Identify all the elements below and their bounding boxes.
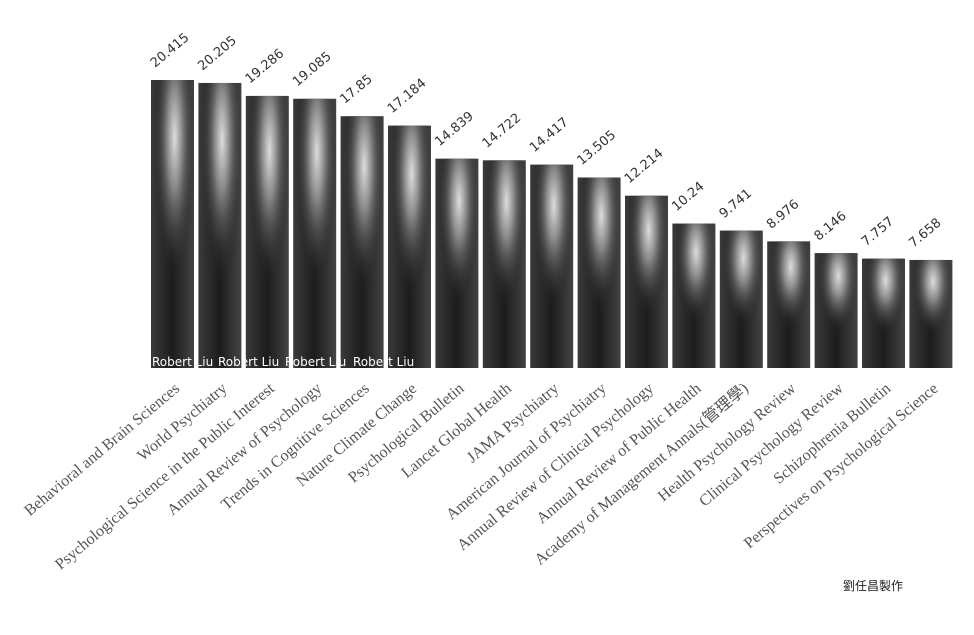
value-label: 17.184: [385, 76, 429, 117]
value-label: 14.839: [432, 109, 476, 150]
bar-highlight: [719, 230, 763, 368]
bar-highlight: [862, 258, 905, 368]
bar-highlight: [151, 80, 194, 368]
watermark: Robert Liu: [353, 355, 414, 369]
bar-highlight: [293, 98, 337, 369]
bar-highlight: [198, 82, 242, 368]
value-label: 7.658: [906, 216, 944, 251]
value-label: 8.146: [812, 209, 850, 244]
watermark: Robert Liu: [285, 355, 346, 369]
value-label: 9.741: [717, 186, 755, 221]
bar-highlight: [340, 116, 384, 369]
value-label: 14.417: [527, 115, 571, 156]
x-tick-label: Psychological Science in the Public Inte…: [52, 380, 278, 574]
value-label: 17.85: [338, 72, 376, 107]
bar-highlight: [909, 259, 953, 368]
bar-highlight: [245, 95, 289, 368]
value-label: 7.757: [859, 214, 897, 249]
value-label: 10.24: [669, 179, 707, 214]
bar-highlight: [482, 160, 526, 368]
value-label: 8.976: [764, 197, 802, 232]
value-label: 14.722: [480, 111, 524, 152]
bar-highlight: [814, 253, 858, 368]
bar-highlight: [625, 195, 668, 368]
watermark: Robert Liu: [152, 355, 213, 369]
bar-highlight: [767, 241, 811, 368]
value-label: 12.214: [622, 146, 666, 187]
x-tick-label: Academy of Management Annals(管理學): [531, 379, 752, 568]
value-label: 13.505: [575, 128, 619, 169]
bar-highlight: [672, 223, 716, 368]
value-label: 19.286: [243, 46, 287, 87]
value-label: 20.205: [195, 33, 239, 74]
bar-highlight: [435, 158, 479, 368]
watermark: Robert Liu: [218, 355, 279, 369]
value-label: 19.085: [290, 49, 334, 90]
credit: 劉任昌製作: [843, 578, 903, 593]
bar-highlight: [577, 177, 621, 368]
value-label: 20.415: [148, 30, 192, 71]
bar-highlight: [388, 125, 431, 369]
bar-highlight: [530, 164, 574, 368]
